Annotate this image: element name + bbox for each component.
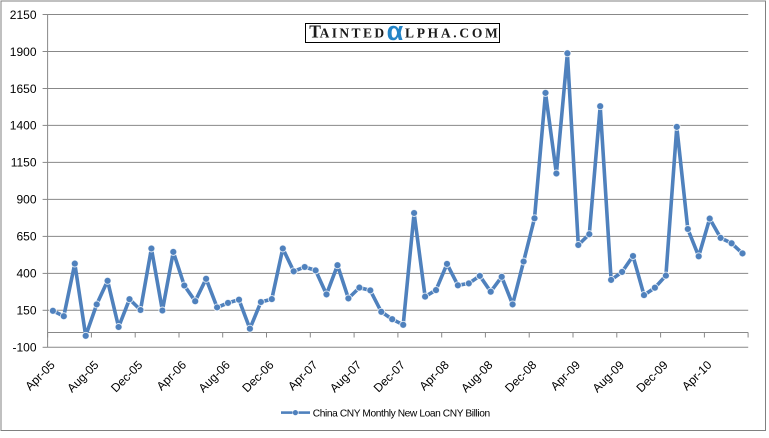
svg-text:1900: 1900 bbox=[10, 45, 37, 59]
svg-text:2150: 2150 bbox=[10, 8, 37, 22]
svg-text:-100: -100 bbox=[12, 341, 36, 355]
svg-text:China CNY Monthly New Loan CNY: China CNY Monthly New Loan CNY Billion bbox=[313, 409, 490, 420]
svg-text:900: 900 bbox=[16, 193, 36, 207]
svg-text:1650: 1650 bbox=[10, 82, 37, 96]
svg-text:α: α bbox=[387, 16, 404, 46]
svg-text:650: 650 bbox=[16, 230, 36, 244]
svg-text:150: 150 bbox=[16, 304, 36, 318]
svg-text:1150: 1150 bbox=[11, 156, 37, 170]
svg-text:400: 400 bbox=[16, 267, 36, 281]
svg-text:1400: 1400 bbox=[10, 119, 37, 133]
